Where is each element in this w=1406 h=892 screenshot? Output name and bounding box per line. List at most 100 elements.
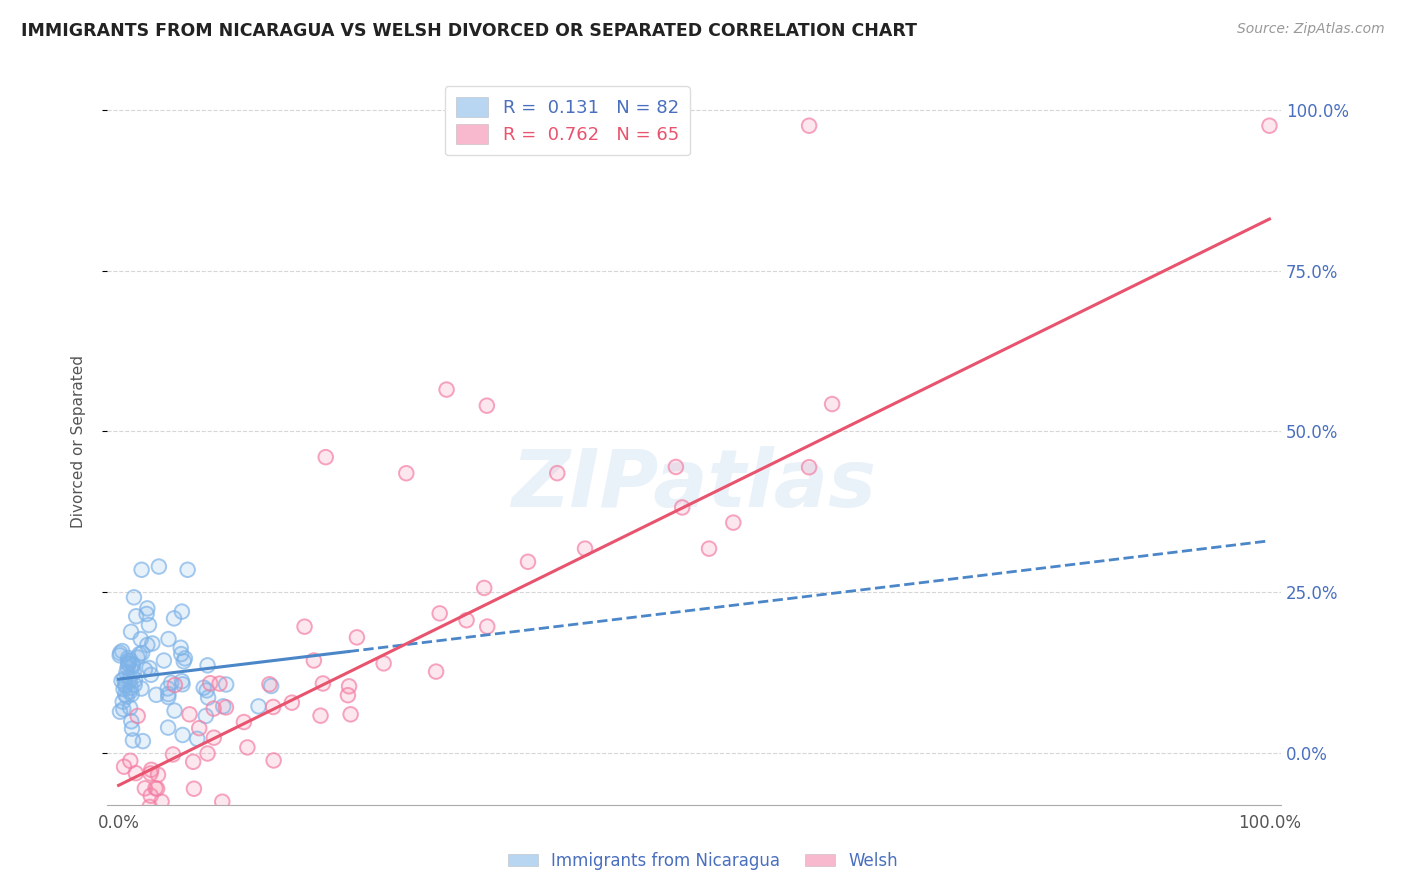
Point [148, 559, 170, 574]
Point [118, 684, 141, 698]
Point [127, 650, 149, 665]
Point [176, 563, 198, 577]
Point [121, 657, 143, 672]
Point [120, 700, 142, 714]
Point [111, 644, 134, 658]
Point [163, 678, 186, 692]
Point [112, 672, 135, 686]
Point [315, 450, 337, 464]
Point [162, 747, 184, 762]
Point [120, 754, 142, 768]
Point [181, 755, 204, 769]
Point [197, 690, 219, 705]
Point [122, 733, 145, 747]
Point [215, 700, 238, 714]
Point [131, 681, 153, 696]
Point [120, 700, 142, 714]
Point [671, 500, 693, 515]
Point [136, 601, 159, 615]
Point [188, 721, 211, 735]
Point [146, 781, 169, 796]
Point [108, 648, 131, 663]
Point [145, 688, 167, 702]
Point [309, 708, 332, 723]
Point [477, 619, 499, 633]
Point [170, 605, 193, 619]
Point [112, 760, 135, 774]
Point [163, 678, 186, 692]
Point [186, 731, 208, 746]
Point [197, 747, 219, 761]
Point [262, 700, 284, 714]
Point [723, 516, 745, 530]
Point [110, 673, 132, 688]
Point [111, 695, 134, 709]
Point [170, 647, 193, 661]
Point [112, 682, 135, 697]
Point [160, 675, 183, 690]
Point [170, 640, 193, 655]
Point [120, 714, 142, 729]
Point [315, 450, 337, 464]
Point [114, 678, 136, 692]
Point [139, 789, 162, 803]
Point [821, 397, 844, 411]
Point [121, 687, 143, 701]
Point [120, 681, 142, 695]
Point [122, 591, 145, 605]
Point [117, 654, 139, 668]
Point [148, 559, 170, 574]
Point [456, 613, 478, 627]
Point [671, 500, 693, 515]
Point [247, 699, 270, 714]
Point [120, 653, 142, 667]
Point [127, 709, 149, 723]
Point [125, 766, 148, 780]
Point [312, 676, 335, 690]
Point [262, 700, 284, 714]
Point [138, 661, 160, 675]
Point [259, 677, 281, 691]
Point [115, 690, 138, 704]
Point [121, 722, 143, 736]
Point [373, 657, 395, 671]
Point [138, 800, 160, 814]
Point [156, 681, 179, 696]
Point [110, 673, 132, 688]
Point [665, 459, 688, 474]
Point [117, 660, 139, 674]
Point [395, 467, 418, 481]
Point [131, 681, 153, 696]
Point [665, 459, 688, 474]
Point [153, 653, 176, 667]
Point [153, 653, 176, 667]
Point [247, 699, 270, 714]
Point [129, 811, 152, 825]
Point [117, 654, 139, 668]
Point [339, 707, 361, 722]
Point [118, 673, 141, 688]
Point [112, 672, 135, 686]
Point [260, 679, 283, 693]
Point [124, 811, 146, 825]
Point [197, 690, 219, 705]
Point [197, 747, 219, 761]
Point [108, 705, 131, 719]
Point [232, 714, 254, 729]
Point [112, 760, 135, 774]
Point [117, 651, 139, 665]
Point [697, 541, 720, 556]
Point [202, 701, 225, 715]
Point [174, 651, 197, 665]
Point [472, 581, 495, 595]
Point [115, 690, 138, 704]
Point [114, 678, 136, 692]
Point [117, 657, 139, 672]
Point [179, 707, 201, 722]
Point [138, 661, 160, 675]
Point [212, 699, 235, 714]
Point [120, 653, 142, 667]
Point [157, 632, 180, 646]
Point [131, 646, 153, 660]
Point [145, 781, 167, 796]
